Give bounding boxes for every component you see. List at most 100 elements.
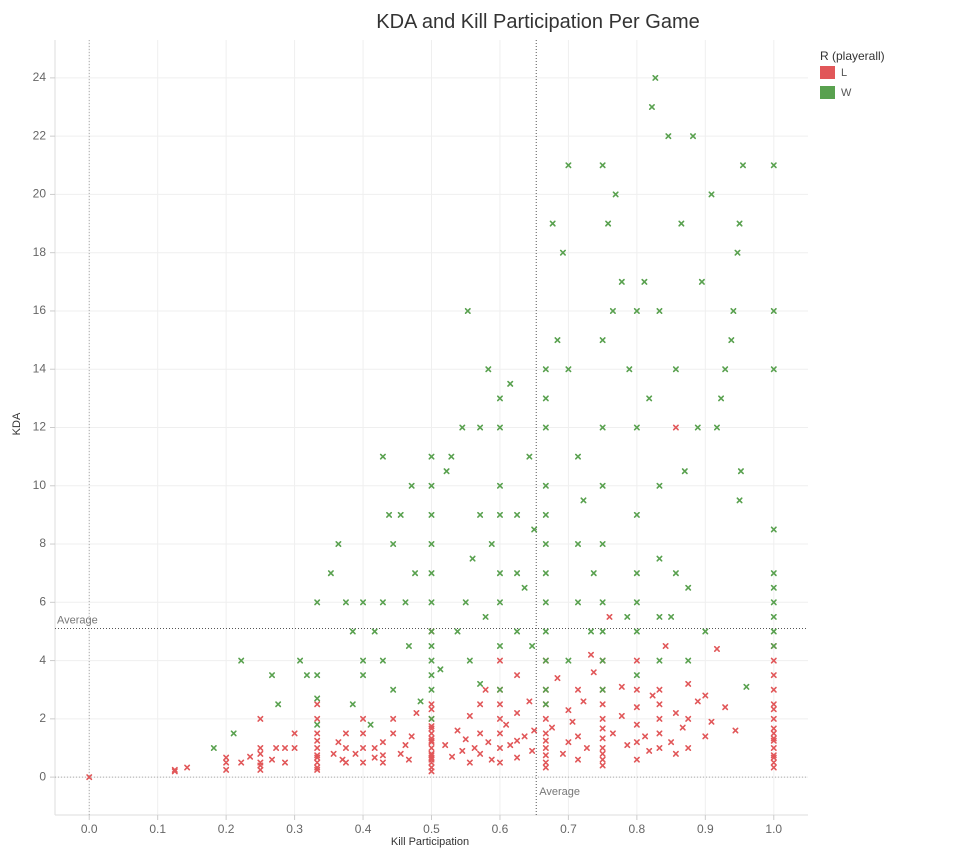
data-point — [770, 599, 777, 606]
data-point — [618, 683, 625, 690]
x-tick-label: 0.2 — [218, 822, 235, 836]
data-point — [708, 191, 715, 198]
data-point — [405, 643, 412, 650]
data-point — [587, 651, 594, 658]
data-point — [599, 482, 606, 489]
data-point — [599, 424, 606, 431]
data-point — [360, 759, 367, 766]
data-point — [633, 599, 640, 606]
axis-ticks: 0.0 0.1 0.2 0.3 0.4 0.5 0.6 0.7 0.8 0.9 1.00246810… — [33, 70, 783, 836]
data-point — [590, 669, 597, 676]
data-point — [471, 744, 478, 751]
data-point — [269, 756, 276, 763]
data-point — [413, 710, 420, 717]
data-point — [668, 739, 675, 746]
data-point — [531, 526, 538, 533]
data-point — [449, 753, 456, 760]
data-point — [569, 718, 576, 725]
data-point — [488, 756, 495, 763]
data-point — [428, 657, 435, 664]
data-point — [574, 733, 581, 740]
data-point — [599, 541, 606, 548]
data-point — [442, 742, 449, 749]
data-point — [314, 730, 321, 737]
data-point — [273, 744, 280, 751]
data-point — [428, 453, 435, 460]
data-point — [770, 730, 777, 737]
data-point — [652, 74, 659, 81]
data-point — [437, 666, 444, 673]
data-point — [542, 715, 549, 722]
x-tick-label: 0.1 — [149, 822, 166, 836]
data-point — [565, 657, 572, 664]
data-point — [770, 735, 777, 742]
y-axis-label: KDA — [11, 412, 23, 435]
data-point — [542, 701, 549, 708]
y-tick-label: 12 — [33, 420, 47, 434]
data-point — [428, 482, 435, 489]
data-point — [402, 742, 409, 749]
y-tick-label: 14 — [33, 361, 47, 375]
data-point — [314, 721, 321, 728]
y-tick-label: 20 — [33, 187, 47, 201]
data-point — [417, 698, 424, 705]
data-point — [405, 756, 412, 763]
data-point — [633, 307, 640, 314]
data-point — [360, 599, 367, 606]
data-point — [770, 744, 777, 751]
data-point — [257, 750, 264, 757]
data-point — [496, 759, 503, 766]
data-point — [496, 511, 503, 518]
data-point — [485, 366, 492, 373]
data-point — [412, 570, 419, 577]
data-point — [379, 599, 386, 606]
data-point — [770, 672, 777, 679]
y-tick-label: 2 — [39, 711, 46, 725]
x-tick-label: 0.0 — [81, 822, 98, 836]
data-point — [708, 718, 715, 725]
data-point — [590, 570, 597, 577]
y-tick-label: 0 — [39, 769, 46, 783]
x-tick-label: 0.7 — [560, 822, 577, 836]
data-point — [730, 307, 737, 314]
x-tick-label: 1.0 — [765, 822, 782, 836]
data-point — [514, 737, 521, 744]
data-point — [428, 672, 435, 679]
data-point — [662, 643, 669, 650]
data-point — [685, 680, 692, 687]
data-point — [257, 759, 264, 766]
data-point — [599, 762, 606, 769]
data-point — [672, 710, 679, 717]
data-point — [548, 724, 555, 731]
data-point — [542, 686, 549, 693]
data-point — [554, 337, 561, 344]
data-point — [737, 468, 744, 475]
data-point — [507, 380, 514, 387]
data-point — [743, 683, 750, 690]
data-point — [656, 715, 663, 722]
data-point — [327, 570, 334, 577]
data-point — [574, 686, 581, 693]
data-point — [507, 742, 514, 749]
data-point — [223, 766, 230, 773]
data-point — [496, 424, 503, 431]
data-point — [477, 701, 484, 708]
data-point — [580, 497, 587, 504]
data-point — [371, 744, 378, 751]
data-point — [514, 628, 521, 635]
data-point — [599, 715, 606, 722]
data-point — [342, 730, 349, 737]
data-point — [583, 744, 590, 751]
data-point — [728, 337, 735, 344]
data-point — [624, 613, 631, 620]
data-point — [314, 715, 321, 722]
legend-items: LW — [820, 66, 852, 99]
data-point — [360, 672, 367, 679]
data-point — [542, 759, 549, 766]
data-point — [599, 756, 606, 763]
legend[interactable]: R (playerall) LW — [820, 49, 885, 99]
data-point — [496, 657, 503, 664]
data-point — [559, 750, 566, 757]
data-point — [542, 628, 549, 635]
data-point — [672, 366, 679, 373]
